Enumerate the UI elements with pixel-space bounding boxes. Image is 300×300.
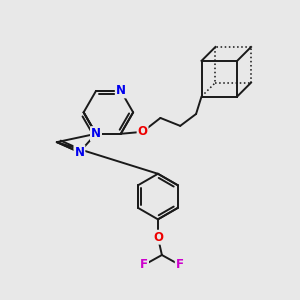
Text: N: N xyxy=(91,127,101,140)
Text: N: N xyxy=(91,127,101,140)
Text: O: O xyxy=(138,125,148,138)
Text: N: N xyxy=(116,84,126,98)
Text: O: O xyxy=(153,231,163,244)
Text: F: F xyxy=(176,258,184,272)
Text: N: N xyxy=(74,146,84,159)
Text: F: F xyxy=(140,258,148,272)
